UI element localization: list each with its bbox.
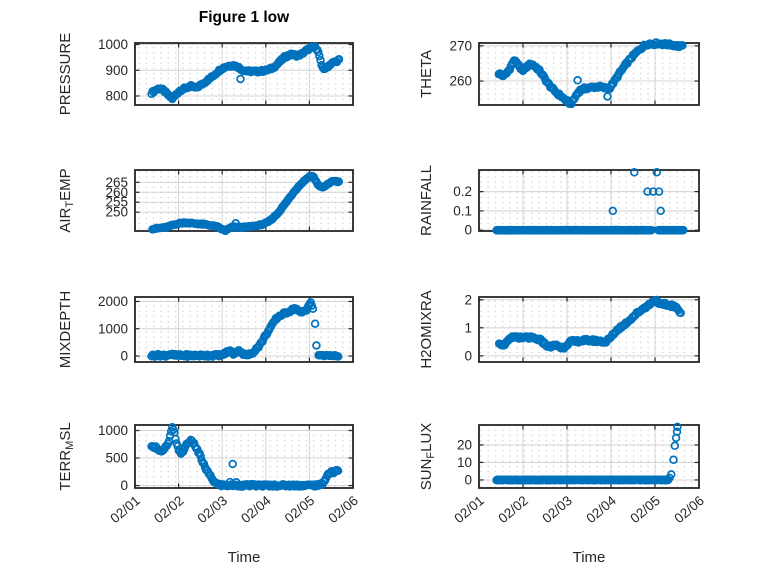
data-markers bbox=[492, 422, 682, 485]
y-tick-label: 0 bbox=[120, 478, 128, 493]
x-tick-label: 02/05 bbox=[282, 493, 318, 526]
y-tick-label: 0 bbox=[464, 223, 472, 238]
minor-grid bbox=[479, 43, 699, 105]
subplot-theta: 260 270 THETA bbox=[418, 38, 700, 109]
y-axis-label: AIRTEMP bbox=[57, 168, 76, 232]
data-markers bbox=[494, 38, 687, 109]
axes-box bbox=[134, 296, 354, 363]
y-tick-label: 0 bbox=[120, 349, 128, 364]
x-tick-label: 02/02 bbox=[151, 493, 187, 526]
x-axis-label-right: Time bbox=[572, 549, 606, 566]
y-axis-label: PRESSURE bbox=[57, 33, 74, 116]
minor-grid bbox=[479, 170, 699, 231]
y-tick-label: 1000 bbox=[98, 37, 128, 52]
data-markers bbox=[147, 42, 344, 104]
data-markers bbox=[147, 423, 343, 491]
axes-box bbox=[478, 296, 700, 363]
figure-title: Figure 1 low bbox=[198, 9, 290, 26]
y-tick-label: 2 bbox=[464, 292, 472, 307]
x-tick-label: 02/06 bbox=[325, 493, 361, 526]
y-axis-label: SUNFLUX bbox=[418, 423, 437, 491]
y-tick-label: 900 bbox=[105, 63, 128, 78]
y-tick-label: 10 bbox=[457, 455, 472, 470]
y-tick-label: 260 bbox=[449, 74, 472, 89]
y-tick-label: 1000 bbox=[98, 321, 128, 336]
axes-box bbox=[478, 42, 700, 106]
x-tick-label: 02/03 bbox=[539, 493, 575, 526]
y-axis-label: MIXDEPTH bbox=[57, 291, 74, 369]
x-tick-label: 02/04 bbox=[238, 493, 274, 527]
y-tick-label: 20 bbox=[457, 437, 472, 452]
data-markers bbox=[492, 168, 688, 235]
subplot-mixdepth: 0 1000 2000 MIXDEPTH bbox=[57, 291, 354, 369]
x-tick-label: 02/01 bbox=[107, 493, 143, 526]
y-tick-label: 1000 bbox=[98, 423, 128, 438]
x-tick-label: 02/03 bbox=[195, 493, 231, 526]
axes-box bbox=[134, 42, 354, 106]
y-tick-label: 500 bbox=[105, 451, 128, 466]
y-tick-label: 255 bbox=[105, 195, 128, 210]
x-tick-label: 02/04 bbox=[583, 493, 619, 527]
y-axis-label: H2OMIXRA bbox=[418, 290, 435, 368]
y-axis-label: RAINFALL bbox=[418, 165, 435, 236]
y-tick-label: 800 bbox=[105, 88, 128, 103]
x-axis-label-left: Time bbox=[227, 549, 261, 566]
x-tick-label: 02/05 bbox=[627, 493, 663, 526]
subplot-h2omixra: 0 1 2 H2OMIXRA bbox=[418, 290, 700, 369]
axes-box bbox=[478, 424, 700, 489]
y-tick-label: 0.2 bbox=[453, 184, 472, 199]
y-tick-label: 0.1 bbox=[453, 203, 472, 218]
data-markers bbox=[148, 171, 344, 236]
y-tick-label: 0 bbox=[464, 472, 472, 487]
subplot-sun_flux: 0 10 20 SUNFLUX 02/01 02/02 02/03 02/04 02/05 02/… bbox=[418, 422, 707, 527]
subplot-pressure: 800 900 1000 PRESSURE bbox=[57, 33, 354, 116]
data-markers bbox=[494, 295, 685, 353]
y-tick-label: 260 bbox=[105, 185, 128, 200]
y-tick-label: 250 bbox=[105, 205, 128, 220]
x-tick-label: 02/06 bbox=[671, 493, 707, 526]
y-tick-label: 270 bbox=[449, 38, 472, 53]
y-axis-label: TERRMSL bbox=[57, 422, 76, 490]
y-tick-label: 265 bbox=[105, 175, 128, 190]
x-tick-label: 02/02 bbox=[495, 493, 531, 526]
y-axis-label: THETA bbox=[418, 50, 435, 98]
y-tick-label: 2000 bbox=[98, 294, 128, 309]
data-markers bbox=[147, 298, 343, 361]
subplot-rainfall: 0 0.1 0.2 RAINFALL bbox=[418, 165, 700, 238]
x-tick-label: 02/01 bbox=[451, 493, 487, 526]
minor-grid bbox=[135, 170, 353, 231]
y-tick-label: 1 bbox=[464, 320, 472, 335]
y-tick-label: 0 bbox=[464, 348, 472, 363]
subplot-terr_msl: 0 500 1000 TERRMSL 02/01 02/02 02/03 02/04 02/05… bbox=[57, 422, 361, 526]
